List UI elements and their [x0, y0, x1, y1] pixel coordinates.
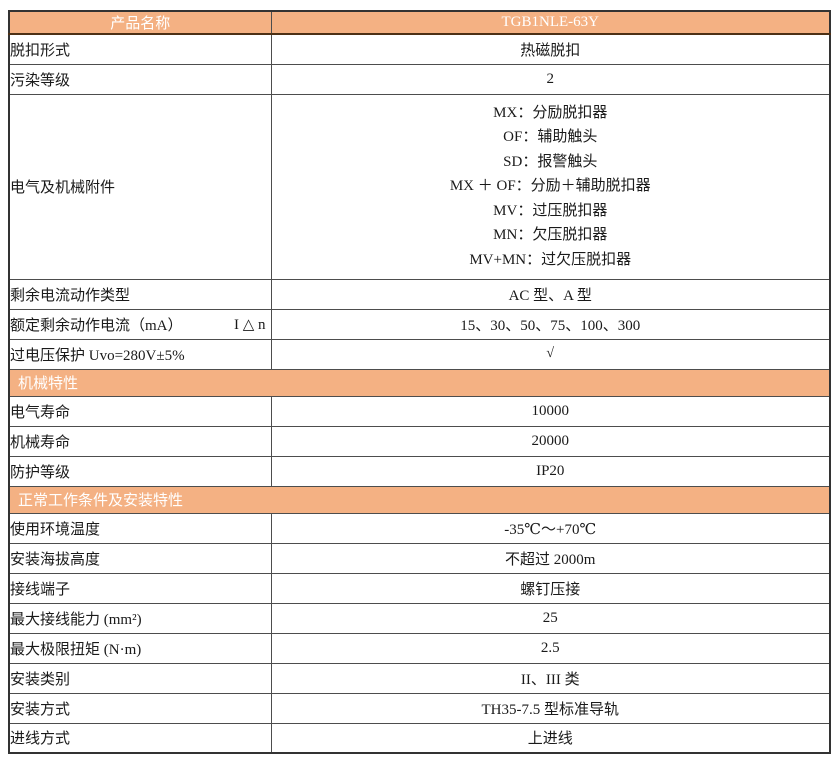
residual-current-label: 额定剩余动作电流（mA） I △ n	[8, 308, 272, 340]
wire-capacity-label: 最大接线能力 (mm²)	[8, 602, 272, 634]
table-row-install-category: 安装类别 II、III 类	[8, 662, 831, 694]
mounting-value: TH35-7.5 型标准导轨	[270, 692, 831, 724]
table-row-terminal: 接线端子 螺钉压接	[8, 572, 831, 604]
table-row-overvoltage: 过电压保护 Uvo=280V±5% √	[8, 338, 831, 370]
table-row-residual-type: 剩余电流动作类型 AC 型、A 型	[8, 278, 831, 310]
pollution-value: 2	[270, 63, 831, 95]
installation-section-title: 正常工作条件及安装特性	[8, 485, 831, 514]
install-category-value: II、III 类	[270, 662, 831, 694]
install-category-label: 安装类别	[8, 662, 272, 694]
accessory-line: SD：报警触头	[503, 153, 598, 170]
product-model-cell: TGB1NLE-63Y	[270, 10, 831, 35]
mechanical-section-title: 机械特性	[8, 368, 831, 397]
incoming-line-value: 上进线	[270, 722, 831, 754]
table-row-pollution: 污染等级 2	[8, 63, 831, 95]
mounting-label: 安装方式	[8, 692, 272, 724]
table-row-mounting: 安装方式 TH35-7.5 型标准导轨	[8, 692, 831, 724]
table-row-accessories: 电气及机械附件 MX：分励脱扣器 OF：辅助触头 SD：报警触头 MX ＋ OF…	[8, 93, 831, 280]
residual-current-value: 15、30、50、75、100、300	[270, 308, 831, 340]
table-row-trip-type: 脱扣形式 热磁脱扣	[8, 33, 831, 65]
table-row-residual-current: 额定剩余动作电流（mA） I △ n 15、30、50、75、100、300	[8, 308, 831, 340]
overvoltage-value: √	[270, 338, 831, 370]
electrical-life-label: 电气寿命	[8, 395, 272, 427]
electrical-life-value: 10000	[270, 395, 831, 427]
table-row-protection-grade: 防护等级 IP20	[8, 455, 831, 487]
table-row-altitude: 安装海拔高度 不超过 2000m	[8, 542, 831, 574]
table-row-incoming-line: 进线方式 上进线	[8, 722, 831, 754]
table-row-mechanical-life: 机械寿命 20000	[8, 425, 831, 457]
pollution-label: 污染等级	[8, 63, 272, 95]
altitude-label: 安装海拔高度	[8, 542, 272, 574]
table-row-wire-capacity: 最大接线能力 (mm²) 25	[8, 602, 831, 634]
trip-type-label: 脱扣形式	[8, 33, 272, 65]
protection-grade-label: 防护等级	[8, 455, 272, 487]
section-header-installation: 正常工作条件及安装特性	[8, 485, 831, 514]
table-row-ambient-temp: 使用环境温度 -35℃～+70℃	[8, 512, 831, 544]
torque-label: 最大极限扭矩 (N·m)	[8, 632, 272, 664]
terminal-value: 螺钉压接	[270, 572, 831, 604]
accessory-line: OF：辅助触头	[503, 129, 598, 146]
accessory-line: MN：欠压脱扣器	[493, 227, 608, 244]
trip-type-value: 热磁脱扣	[270, 33, 831, 65]
accessory-line: MX：分励脱扣器	[493, 104, 608, 121]
accessory-line: MX ＋ OF：分励＋辅助脱扣器	[449, 178, 651, 195]
table-row-torque: 最大极限扭矩 (N·m) 2.5	[8, 632, 831, 664]
accessories-label: 电气及机械附件	[8, 93, 272, 280]
ambient-temp-label: 使用环境温度	[8, 512, 272, 544]
table-row-product-header: 产品名称 TGB1NLE-63Y	[8, 10, 831, 35]
overvoltage-label: 过电压保护 Uvo=280V±5%	[8, 338, 272, 370]
altitude-value: 不超过 2000m	[270, 542, 831, 574]
accessory-line: MV+MN：过欠压脱扣器	[469, 252, 632, 269]
residual-type-label: 剩余电流动作类型	[8, 278, 272, 310]
residual-current-symbol: I △ n	[233, 316, 266, 333]
terminal-label: 接线端子	[8, 572, 272, 604]
product-name-header-cell: 产品名称	[8, 10, 272, 35]
ambient-temp-value: -35℃～+70℃	[270, 512, 831, 544]
wire-capacity-value: 25	[270, 602, 831, 634]
product-spec-table: 产品名称 TGB1NLE-63Y 脱扣形式 热磁脱扣 污染等级 2 电气及机械附…	[8, 10, 831, 755]
torque-value: 2.5	[270, 632, 831, 664]
table-row-electrical-life: 电气寿命 10000	[8, 395, 831, 427]
residual-type-value: AC 型、A 型	[270, 278, 831, 310]
section-header-mechanical: 机械特性	[8, 368, 831, 397]
incoming-line-label: 进线方式	[8, 722, 272, 754]
residual-current-label-text: 额定剩余动作电流（mA）	[10, 317, 183, 334]
protection-grade-value: IP20	[270, 455, 831, 487]
mechanical-life-label: 机械寿命	[8, 425, 272, 457]
accessory-line: MV：过压脱扣器	[493, 202, 608, 219]
mechanical-life-value: 20000	[270, 425, 831, 457]
accessories-value: MX：分励脱扣器 OF：辅助触头 SD：报警触头 MX ＋ OF：分励＋辅助脱扣…	[270, 93, 831, 280]
